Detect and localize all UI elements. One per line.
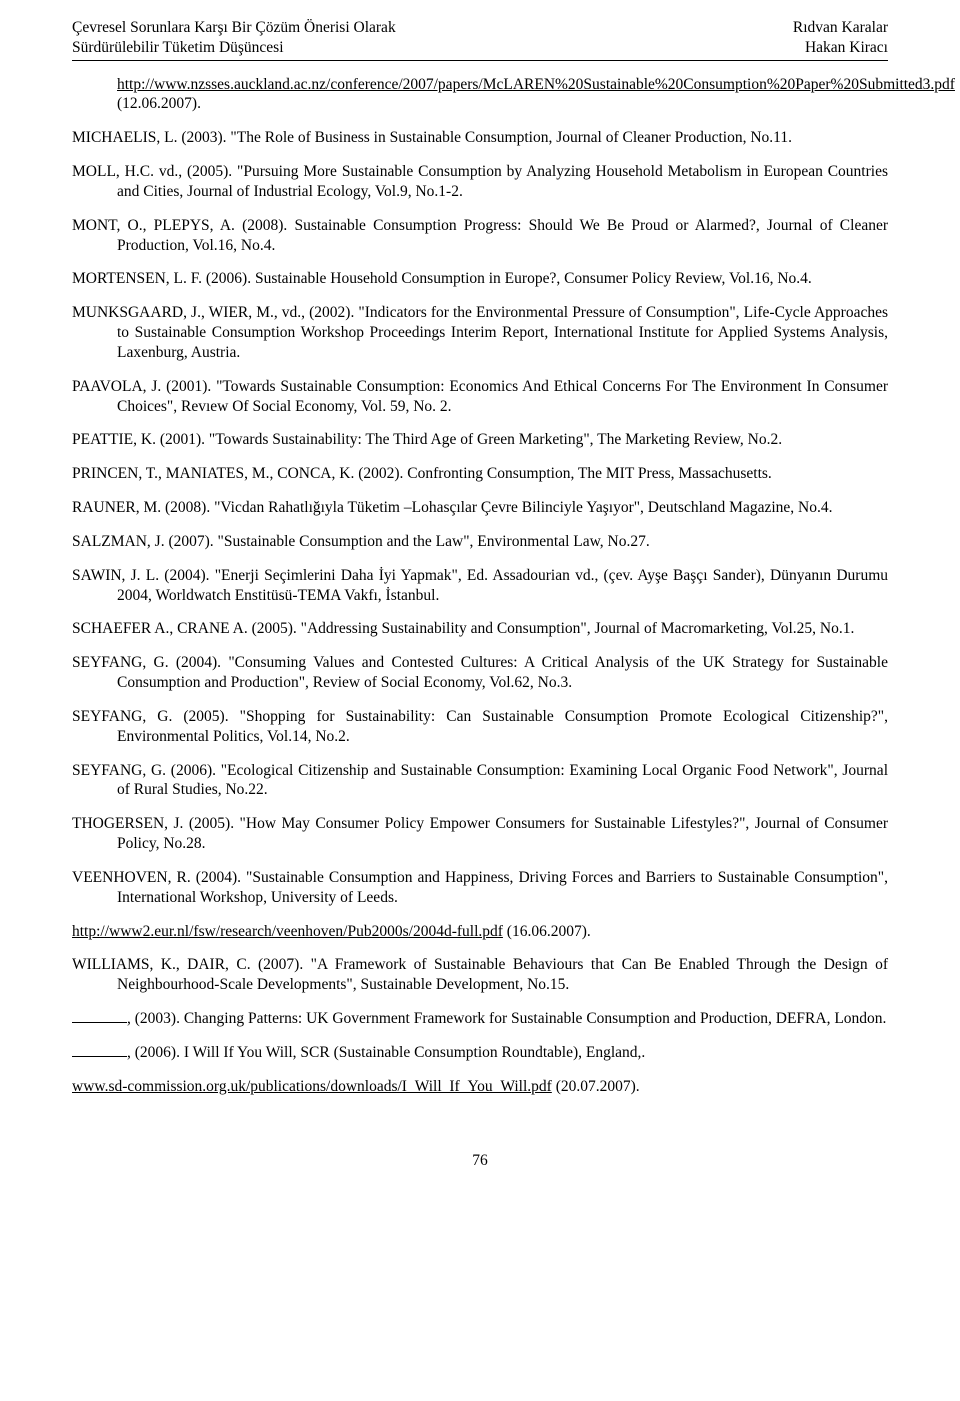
- reference-entry: , (2006). I Will If You Will, SCR (Susta…: [72, 1043, 888, 1063]
- reference-entry: PAAVOLA, J. (2001). "Towards Sustainable…: [72, 377, 888, 417]
- reference-entry: SALZMAN, J. (2007). "Sustainable Consump…: [72, 532, 888, 552]
- reference-entry: MONT, O., PLEPYS, A. (2008). Sustainable…: [72, 216, 888, 256]
- references-list: http://www.nzsses.auckland.ac.nz/confere…: [72, 75, 888, 1097]
- reference-entry: SAWIN, J. L. (2004). "Enerji Seçimlerini…: [72, 566, 888, 606]
- reference-entry: MUNKSGAARD, J., WIER, M., vd., (2002). "…: [72, 303, 888, 362]
- reference-entry: SEYFANG, G. (2006). "Ecological Citizens…: [72, 761, 888, 801]
- reference-entry: , (2003). Changing Patterns: UK Governme…: [72, 1009, 888, 1029]
- reference-entry: WILLIAMS, K., DAIR, C. (2007). "A Framew…: [72, 955, 888, 995]
- running-header: Çevresel Sorunlara Karşı Bir Çözüm Öneri…: [72, 18, 888, 61]
- reference-entry: http://www2.eur.nl/fsw/research/veenhove…: [72, 922, 888, 942]
- header-title: Çevresel Sorunlara Karşı Bir Çözüm Öneri…: [72, 18, 396, 58]
- reference-entry: SEYFANG, G. (2004). "Consuming Values an…: [72, 653, 888, 693]
- page-number: 76: [72, 1151, 888, 1171]
- reference-link[interactable]: http://www.nzsses.auckland.ac.nz/confere…: [117, 76, 955, 93]
- reference-entry: MORTENSEN, L. F. (2006). Sustainable Hou…: [72, 269, 888, 289]
- blank-author-line: [72, 1022, 127, 1023]
- reference-entry: www.sd-commission.org.uk/publications/do…: [72, 1077, 888, 1097]
- reference-entry: PEATTIE, K. (2001). "Towards Sustainabil…: [72, 430, 888, 450]
- reference-entry: SEYFANG, G. (2005). "Shopping for Sustai…: [72, 707, 888, 747]
- reference-link[interactable]: http://www2.eur.nl/fsw/research/veenhove…: [72, 923, 503, 940]
- reference-entry: SCHAEFER A., CRANE A. (2005). "Addressin…: [72, 619, 888, 639]
- reference-entry: RAUNER, M. (2008). "Vicdan Rahatlığıyla …: [72, 498, 888, 518]
- reference-entry: PRINCEN, T., MANIATES, M., CONCA, K. (20…: [72, 464, 888, 484]
- reference-entry: MOLL, H.C. vd., (2005). "Pursuing More S…: [72, 162, 888, 202]
- reference-entry: http://www.nzsses.auckland.ac.nz/confere…: [72, 75, 888, 115]
- header-authors: Rıdvan Karalar Hakan Kiracı: [793, 18, 888, 58]
- reference-entry: MICHAELIS, L. (2003). "The Role of Busin…: [72, 128, 888, 148]
- reference-entry: VEENHOVEN, R. (2004). "Sustainable Consu…: [72, 868, 888, 908]
- blank-author-line: [72, 1056, 127, 1057]
- reference-link[interactable]: www.sd-commission.org.uk/publications/do…: [72, 1078, 552, 1095]
- reference-entry: THOGERSEN, J. (2005). "How May Consumer …: [72, 814, 888, 854]
